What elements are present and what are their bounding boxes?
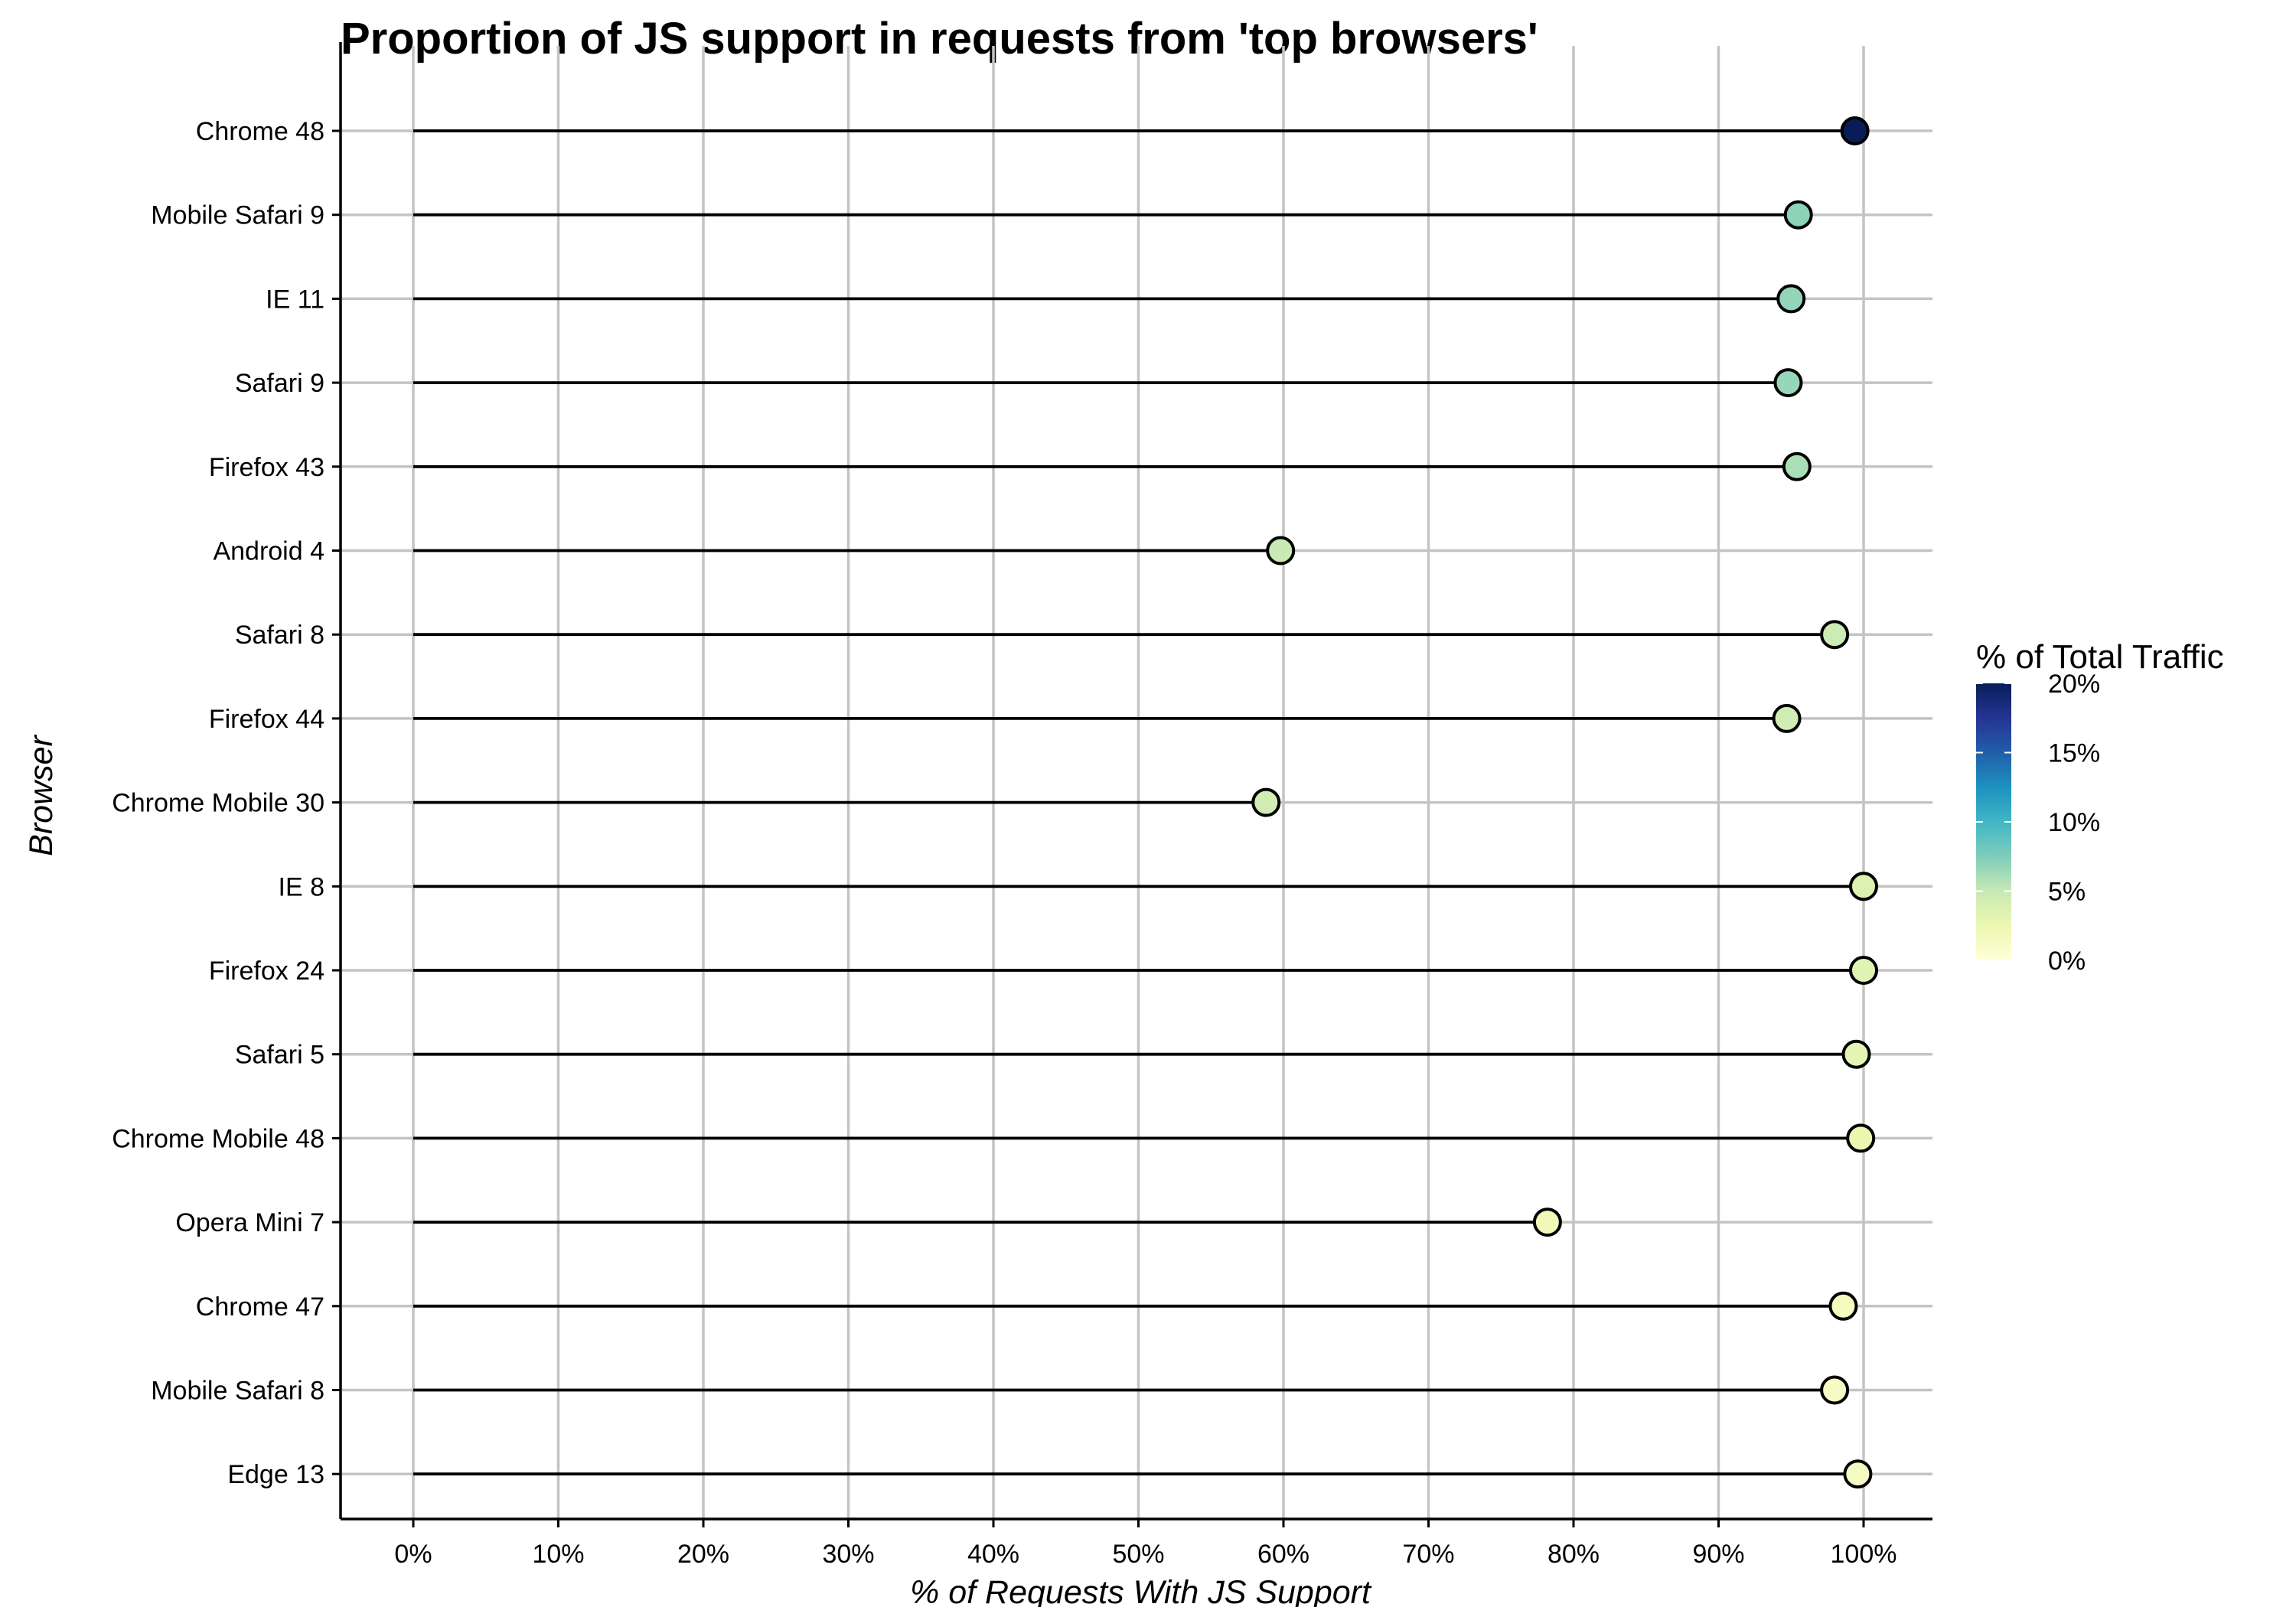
point-safari-5 xyxy=(1841,1039,1871,1069)
y-tick-label: Chrome 48 xyxy=(196,117,325,146)
point-safari-8 xyxy=(1820,620,1850,650)
point-mobile-safari-9 xyxy=(1783,200,1813,230)
x-tick-labels: 0% 10% 20% 30% 40% 50% 60% 70% 80% 90% 100% xyxy=(394,1519,1896,1569)
x-tick-label: 20% xyxy=(677,1540,729,1569)
y-tick-label: IE 11 xyxy=(266,285,325,314)
point-ie-11 xyxy=(1776,284,1806,314)
point-chrome-mobile-30 xyxy=(1251,787,1281,817)
legend-tick-label: 15% xyxy=(2048,739,2100,768)
point-ie-8 xyxy=(1849,872,1878,901)
x-tick-label: 100% xyxy=(1831,1540,1897,1569)
point-chrome-48 xyxy=(1840,116,1870,145)
point-chrome-47 xyxy=(1828,1291,1858,1321)
x-tick-label: 90% xyxy=(1692,1540,1744,1569)
x-tick-label: 50% xyxy=(1112,1540,1164,1569)
y-tick-label: Firefox 24 xyxy=(209,957,325,986)
x-tick-label: 30% xyxy=(822,1540,874,1569)
x-tick-label: 80% xyxy=(1548,1540,1600,1569)
y-tick-label: Chrome 47 xyxy=(196,1292,325,1322)
grid xyxy=(341,46,1932,1519)
y-axis-title: Browser xyxy=(23,734,60,856)
point-edge-13 xyxy=(1843,1459,1873,1489)
y-tick-label: Chrome Mobile 48 xyxy=(112,1124,325,1153)
x-tick-label: 40% xyxy=(967,1540,1019,1569)
y-tick-label: Opera Mini 7 xyxy=(175,1208,325,1237)
point-firefox-43 xyxy=(1782,451,1812,481)
point-chrome-mobile-48 xyxy=(1846,1123,1876,1153)
y-tick-label: Chrome Mobile 30 xyxy=(112,789,325,818)
y-tick-label: Safari 5 xyxy=(235,1041,325,1070)
legend: % of Total Traffic 0% 5% 10% 15% 20% xyxy=(1976,638,2224,976)
y-tick-label: Edge 13 xyxy=(227,1460,325,1489)
point-opera-mini-7 xyxy=(1532,1208,1562,1237)
legend-ticks: 0% 5% 10% 15% 20% xyxy=(1976,670,2100,976)
y-tick-label: IE 8 xyxy=(279,872,325,901)
y-tick-label: Android 4 xyxy=(213,537,325,566)
points xyxy=(1251,116,1878,1489)
legend-tick-label: 5% xyxy=(2048,878,2086,907)
x-tick-label: 0% xyxy=(394,1540,432,1569)
x-tick-label: 60% xyxy=(1257,1540,1309,1569)
point-firefox-44 xyxy=(1772,703,1802,733)
point-android-4 xyxy=(1266,536,1296,566)
y-tick-labels: Chrome 48 Mobile Safari 9 IE 11 Safari 9 Fir… xyxy=(112,117,341,1489)
y-tick-label: Firefox 44 xyxy=(209,705,325,734)
y-tick-label: Mobile Safari 8 xyxy=(151,1377,325,1406)
y-tick-label: Safari 8 xyxy=(235,621,325,650)
point-safari-9 xyxy=(1773,368,1803,398)
stems xyxy=(413,129,1864,1476)
point-mobile-safari-8 xyxy=(1820,1375,1850,1405)
y-tick-label: Safari 9 xyxy=(235,369,325,398)
legend-tick-label: 0% xyxy=(2048,947,2086,976)
x-tick-label: 70% xyxy=(1402,1540,1454,1569)
legend-title: % of Total Traffic xyxy=(1976,638,2224,676)
y-tick-label: Firefox 43 xyxy=(209,453,325,482)
chart-title: Proportion of JS support in requests fro… xyxy=(341,14,1538,64)
legend-tick-label: 10% xyxy=(2048,808,2100,837)
x-axis-title: % of Requests With JS Support xyxy=(910,1574,1372,1607)
y-tick-label: Mobile Safari 9 xyxy=(151,201,325,230)
x-tick-label: 10% xyxy=(532,1540,584,1569)
legend-tick-label: 20% xyxy=(2048,670,2100,699)
point-firefox-24 xyxy=(1849,956,1878,985)
